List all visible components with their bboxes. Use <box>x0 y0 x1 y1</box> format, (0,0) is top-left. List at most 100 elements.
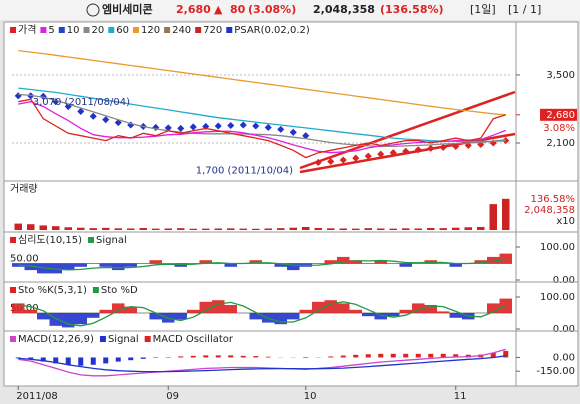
area-bar <box>74 313 87 325</box>
psar-dot <box>177 124 185 132</box>
area-bar <box>249 313 262 320</box>
legend-label: 심리도(10,15) <box>18 234 82 246</box>
chart-area <box>3 21 579 387</box>
area-bar <box>399 309 412 313</box>
baseline-label: 50.00 <box>10 254 39 265</box>
period[interactable]: [1일] <box>470 2 496 16</box>
psar-dot <box>214 122 222 130</box>
legend-label: 5 <box>48 25 54 36</box>
psar-dot <box>377 150 385 158</box>
volume-bar <box>377 228 385 230</box>
area-bar <box>174 313 187 320</box>
oscillator-bar <box>403 353 409 358</box>
area-bar <box>337 256 350 264</box>
oscillator-bar <box>40 357 46 362</box>
psar-dot <box>264 123 272 131</box>
legend-label: 10 <box>67 25 80 36</box>
area-bar <box>149 313 162 320</box>
y-tick-label: -150.00 <box>536 366 575 377</box>
y-tick-label: 100.00 <box>540 242 575 253</box>
volume-bar <box>164 228 172 230</box>
current-price-label: 2,680 <box>546 110 575 121</box>
volume-pct: (136.58%) <box>380 3 444 16</box>
volume-bar <box>489 204 497 230</box>
legend-swatch <box>99 336 106 342</box>
series-line <box>18 98 506 159</box>
legend-label: MACD Oscillator <box>153 334 234 345</box>
volume-bar <box>402 228 410 230</box>
oscillator-bar <box>15 357 21 359</box>
oscillator-bar <box>103 357 109 364</box>
trend-line <box>299 90 516 170</box>
oscillator-bar <box>453 354 459 358</box>
oscillator-bar <box>265 356 271 358</box>
header-bar <box>0 0 580 20</box>
volume-bar <box>414 228 422 230</box>
legend-swatch <box>226 27 233 33</box>
panel-label: 거래량 <box>10 183 38 195</box>
area-bar <box>99 309 112 313</box>
change-pct: (3.08%) <box>248 3 296 16</box>
oscillator-bar <box>78 357 84 366</box>
legend-swatch <box>164 27 171 33</box>
area-bar <box>487 303 500 313</box>
volume-bar <box>252 228 260 230</box>
area-bar <box>87 313 100 318</box>
area-bar <box>24 309 37 313</box>
change: 80 <box>230 3 246 16</box>
series-line <box>18 87 506 143</box>
psar-dot <box>364 152 372 160</box>
oscillator-bar <box>390 353 396 358</box>
area-bar <box>299 309 312 313</box>
psar-dot <box>89 112 97 120</box>
legend-swatch <box>40 27 47 33</box>
area-bar <box>287 313 300 320</box>
area-bar <box>449 313 462 318</box>
psar-dot <box>239 121 247 129</box>
volume-bar <box>102 227 110 230</box>
series-line <box>18 49 506 116</box>
volume-bar <box>289 227 297 230</box>
x-tick-label: 11 <box>454 391 467 402</box>
legend-swatch <box>108 27 115 33</box>
volume-bar <box>202 228 210 230</box>
legend-label: Sto %D <box>101 285 138 296</box>
volume-bar <box>127 228 135 230</box>
series-line <box>18 355 506 373</box>
oscillator-bar <box>228 355 234 358</box>
psar-dot <box>227 121 235 130</box>
legend-swatch <box>88 237 95 243</box>
oscillator-bar <box>53 357 59 364</box>
oscillator-bar <box>28 357 34 360</box>
legend-swatch <box>10 27 16 33</box>
area-bar <box>187 309 200 313</box>
area-bar <box>62 263 75 271</box>
area-bar <box>424 305 437 313</box>
oscillator-bar <box>415 353 421 358</box>
legend-swatch <box>144 336 151 342</box>
volume-bar <box>302 226 310 230</box>
x-tick-label: 10 <box>304 391 317 402</box>
area-bar <box>49 313 62 326</box>
volume-bar <box>39 225 47 230</box>
area-bar <box>37 263 50 274</box>
volume-bar <box>439 228 447 230</box>
psar-dot <box>189 123 197 131</box>
y-tick-label: 2,100 <box>546 138 575 149</box>
volume-bar <box>389 228 397 230</box>
volume-annotation: x10 <box>556 216 575 227</box>
current-pct-label: 3.08% <box>543 123 575 134</box>
area-bar <box>224 263 237 267</box>
area-bar <box>37 313 50 320</box>
oscillator-bar <box>253 356 259 358</box>
psar-dot <box>414 146 422 154</box>
volume-bar <box>77 227 85 230</box>
volume-bar <box>227 228 235 230</box>
legend-label: 20 <box>92 25 105 36</box>
volume-bar <box>452 227 460 230</box>
page-indicator: [1 / 1] <box>508 3 541 16</box>
legend-label: Signal <box>96 235 127 246</box>
volume-bar <box>177 228 185 230</box>
